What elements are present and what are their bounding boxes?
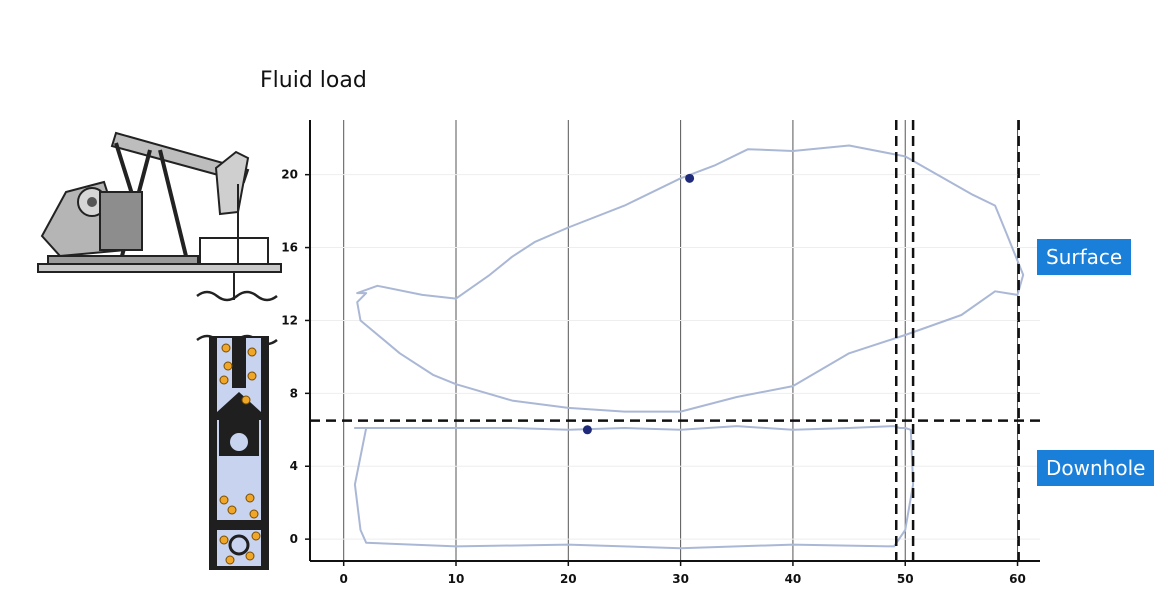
chart-title: Fluid load <box>260 68 367 93</box>
y-tick-label: 4 <box>290 459 298 473</box>
x-tick-label: 30 <box>672 572 689 586</box>
data-point-marker <box>582 425 592 435</box>
y-tick-label: 20 <box>281 168 298 182</box>
marker-layer <box>582 173 695 435</box>
axes-layer: 0 10 20 30 40 50 60 0 4 8 12 16 20 <box>281 120 1040 586</box>
series-line-downhole <box>353 425 915 550</box>
x-tick-label: 40 <box>785 572 802 586</box>
downhole-label: Downhole <box>1037 450 1155 486</box>
series-line-surface <box>356 144 1025 413</box>
series-layer <box>353 144 1025 550</box>
grid-layer <box>310 120 1040 561</box>
x-tick-label: 50 <box>897 572 914 586</box>
x-tick-label: 60 <box>1009 572 1026 586</box>
x-tick-label: 0 <box>340 572 348 586</box>
y-tick-label: 12 <box>281 313 298 327</box>
y-tick-label: 8 <box>290 386 298 400</box>
reference-lines-layer <box>310 120 1040 561</box>
y-tick-label: 0 <box>290 532 298 546</box>
x-tick-label: 20 <box>560 572 577 586</box>
data-point-marker <box>685 173 695 183</box>
wellbore-illustration <box>196 334 278 570</box>
pump-jack-illustration <box>37 131 282 302</box>
y-tick-label: 16 <box>281 241 298 255</box>
surface-label: Surface <box>1037 239 1132 275</box>
x-tick-label: 10 <box>448 572 465 586</box>
